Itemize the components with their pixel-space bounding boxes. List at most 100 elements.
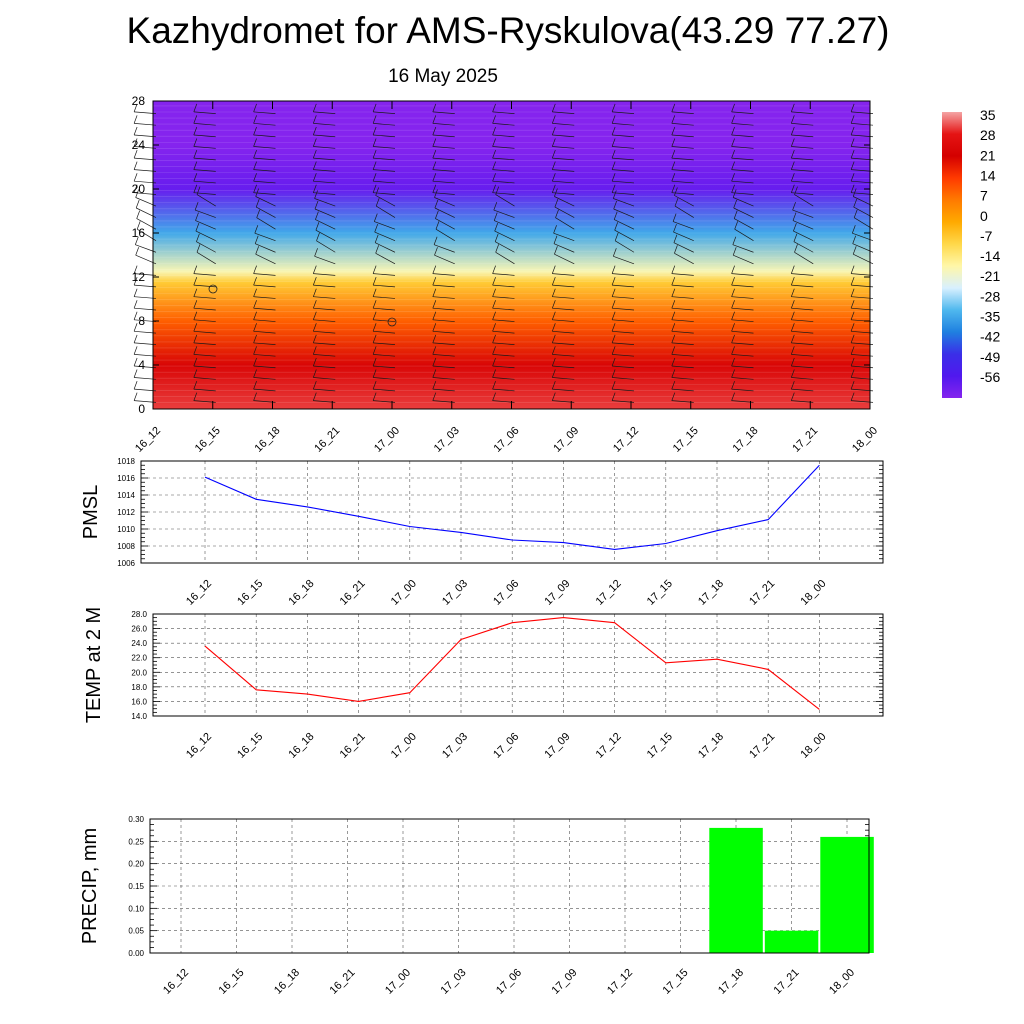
wind-barb [196,241,216,253]
wind-barb [373,365,396,369]
x-tick-label: 16_18 [286,578,316,608]
wind-barb [255,196,276,207]
wind-barb-flag [492,380,496,390]
wind-barb-flag [671,323,676,332]
x-tick-label: 17_12 [594,578,624,608]
wind-barb-flag [133,173,138,182]
wind-barb-flag [671,126,676,136]
wind-barb [731,388,754,392]
wind-barb-flag [253,334,257,344]
wind-barb-flag [790,276,795,286]
wind-barb-flag [551,392,556,401]
x-tick-label: 17_00 [389,731,419,761]
wind-barb [313,388,336,392]
wind-barb-flag [671,346,676,355]
wind-barb [612,365,635,369]
wind-barb [434,197,455,207]
wind-barb [134,400,157,403]
wind-barb-flag [492,149,496,159]
wind-barb-flag [195,212,199,221]
x-tick-label: 17_00 [383,967,413,997]
wind-barb [731,319,754,322]
wind-barb [731,296,754,299]
wind-barb-flag [551,300,556,309]
wind-barb-flag [551,149,556,159]
x-tick-label: 17_12 [594,731,624,761]
wind-barb-flag [551,357,556,367]
wind-barb [494,220,515,230]
wind-barb [313,273,336,276]
wind-barb-flag [432,161,437,170]
wind-barb-flag [432,300,437,309]
x-tick-label: 16_12 [133,425,163,455]
wind-barb [734,218,754,230]
wind-barb [613,198,635,207]
wind-barb-flag [611,149,616,159]
y-tick-label: 0.20 [128,860,144,869]
wind-barb-flag [850,288,855,297]
wind-barb-flag [312,115,317,124]
y-tick-label: 28.0 [131,610,147,619]
wind-barb [671,377,694,380]
wind-barb-flag [790,115,795,124]
wind-barb [851,284,874,288]
colorbar-label: -49 [980,349,1000,365]
wind-barb [552,169,575,172]
wind-barb [432,146,455,149]
wind-barb [733,197,754,207]
wind-barb [434,254,455,265]
wind-barb [193,330,216,334]
wind-barb [253,296,276,299]
wind-barb-flag [432,357,437,367]
wind-barb [612,192,635,195]
wind-barb-flag [312,161,317,170]
wind-barb-flag [374,234,379,243]
wind-barb-flag [790,103,795,113]
wind-barb-flag [372,380,377,390]
wind-barb [612,354,635,357]
wind-barb-flag [193,115,198,124]
wind-barb-flag [432,126,437,136]
wind-barb-flag [731,311,735,320]
colorbar-ramp [942,112,962,398]
wind-barb-flag [611,115,616,124]
wind-barb-flag [850,173,855,182]
wind-barb [253,169,276,172]
y-axis-title: TEMP at 2 M [83,607,105,723]
wind-barb-flag [193,184,198,193]
wind-barb-flag [255,188,260,197]
wind-barb [492,377,515,380]
wind-barb-flag [551,369,556,378]
wind-barb-flag [850,126,855,136]
wind-barb-flag [614,222,619,231]
wind-barb-flag [792,212,797,221]
wind-barb [671,307,694,311]
wind-barb-flag [850,323,855,332]
wind-barb [134,111,157,114]
y-tick-label: 0.30 [128,815,144,824]
wind-barb-flag [731,149,735,159]
wind-barb [313,123,336,126]
wind-barb-flag [551,184,556,193]
wind-barb-flag [432,138,437,147]
y-axis-title: PMSL [80,485,102,539]
wind-barb [432,400,455,403]
wind-barb [432,169,455,172]
wind-barb-flag [495,244,500,253]
wind-barb [791,296,814,299]
colorbar-label: -28 [980,288,1000,304]
wind-barb-flag [790,380,795,390]
wind-barb-flag [375,197,380,207]
y-tick-label: 1006 [117,559,135,568]
wind-barb [193,377,216,380]
wind-barb-flag [432,380,437,390]
wind-barb-flag [133,369,138,378]
wind-barb-flag [133,334,138,344]
wind-barb [791,354,814,357]
heatmap-panel: 0 4 8 12 16 20 24 28 16_12 16_15 16_18 16_21 17_00 17… [132,94,880,455]
wind-barb-flag [850,369,855,378]
wind-barb [612,146,635,149]
wind-barb [671,388,694,392]
wind-barb-flag [433,236,438,245]
wind-barb-flag [375,245,380,254]
